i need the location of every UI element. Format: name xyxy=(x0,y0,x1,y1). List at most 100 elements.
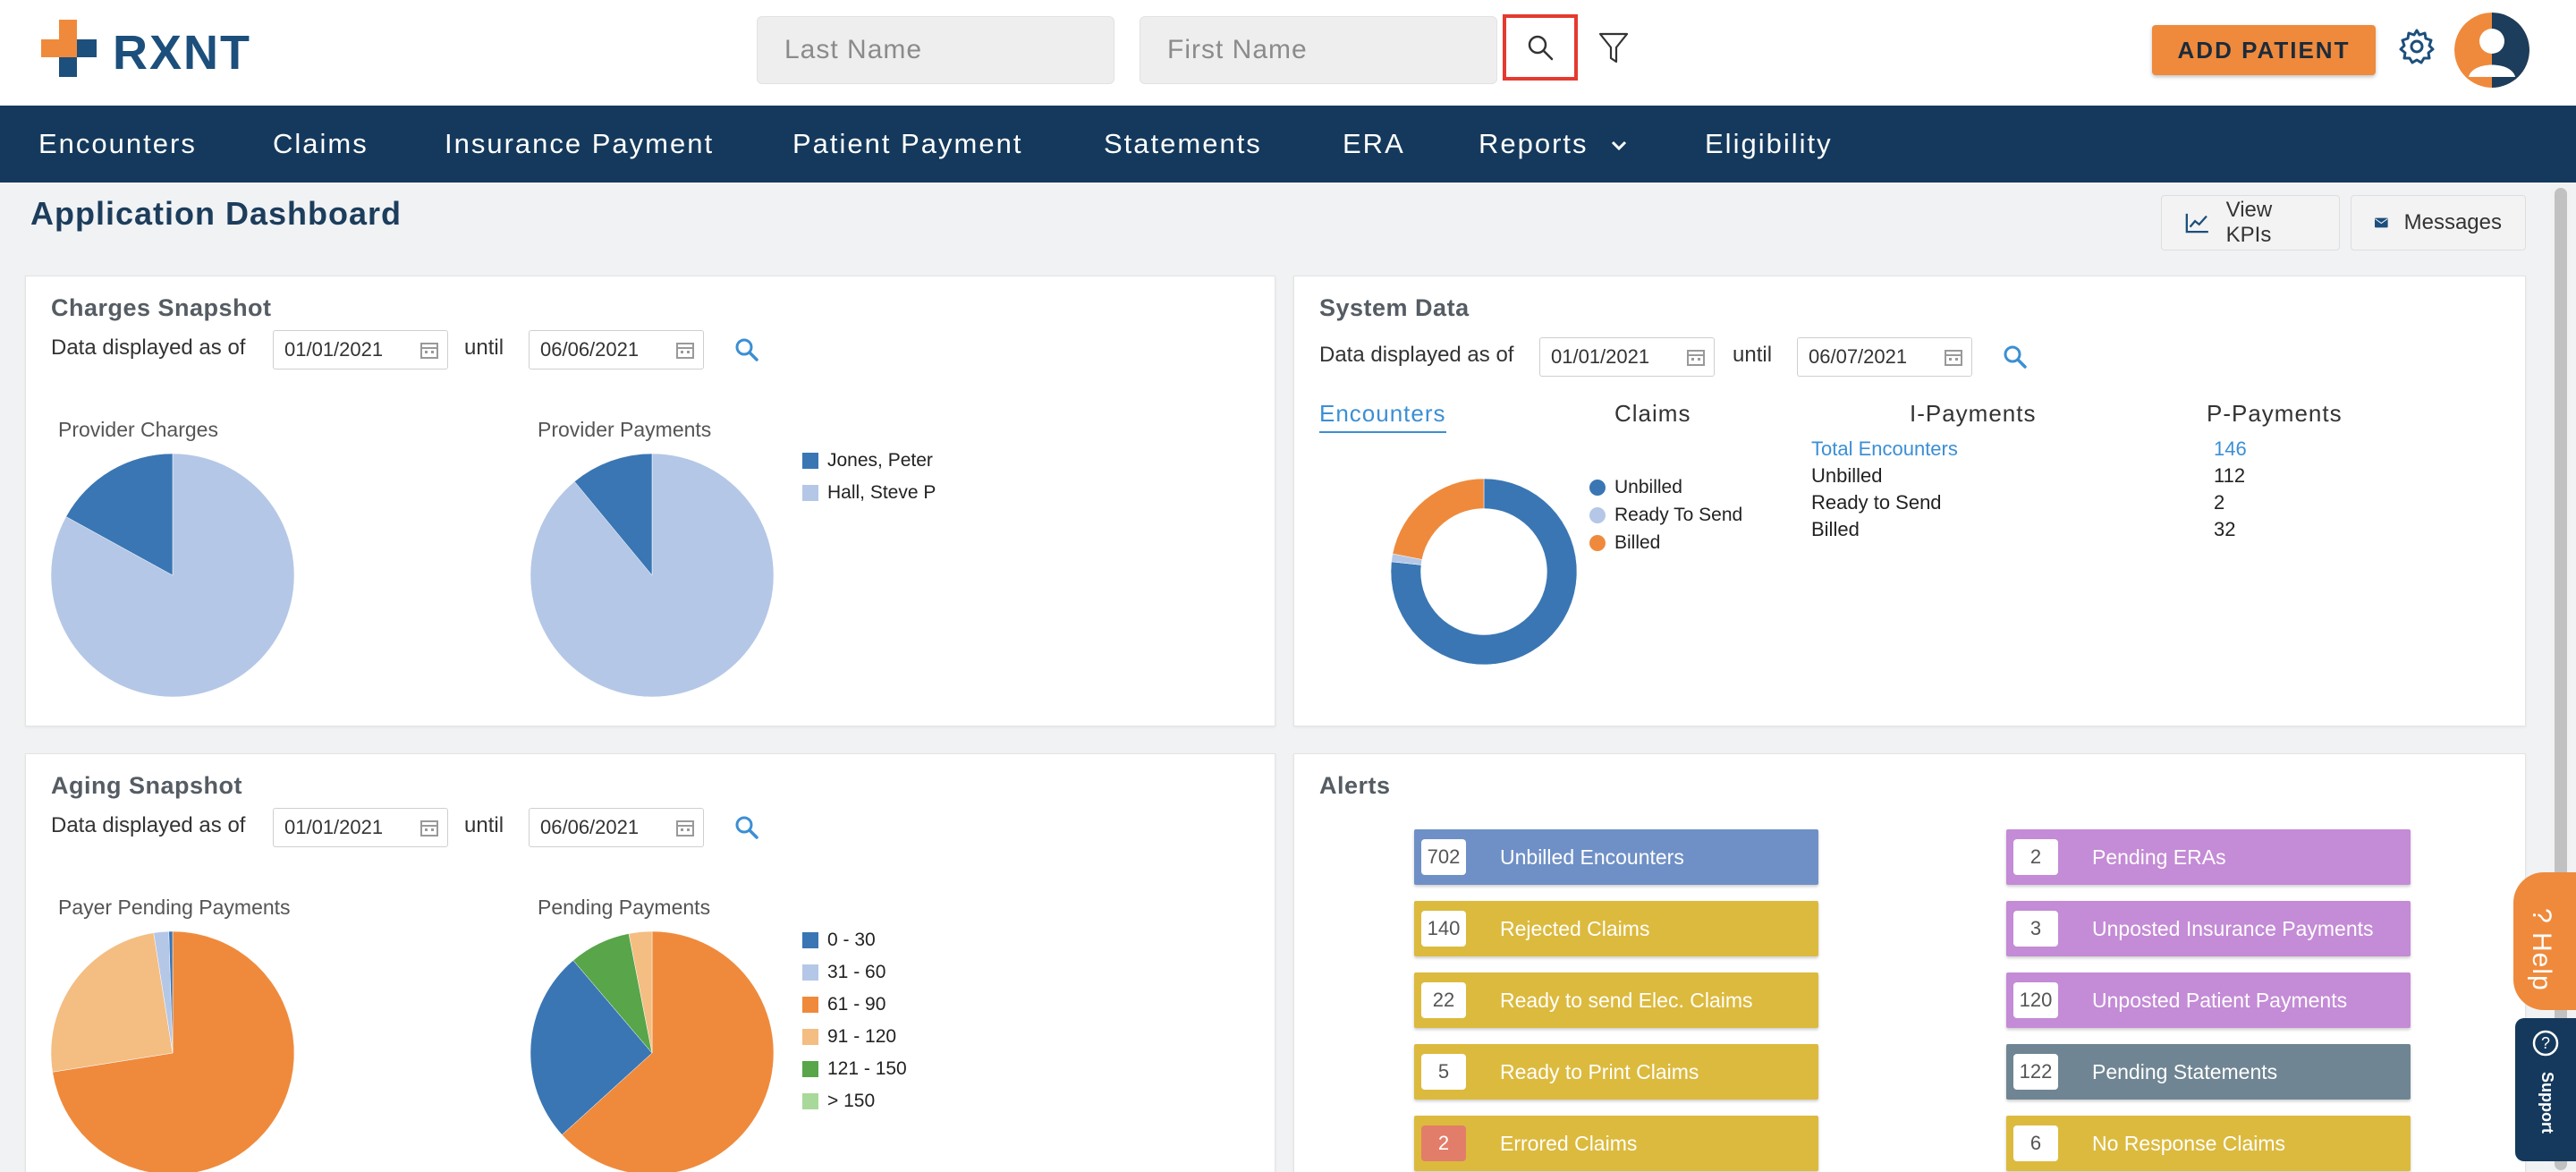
pie-slice-0-30[interactable] xyxy=(530,960,653,1135)
rxnt-logo[interactable]: RXNT xyxy=(41,20,274,82)
alert-right-1[interactable]: 3 Unposted Insurance Payments xyxy=(2006,901,2411,956)
encounters-donut xyxy=(1390,478,1578,666)
legend-label: 0 - 30 xyxy=(827,930,876,950)
messages-button[interactable]: Messages xyxy=(2351,195,2526,251)
from-date-input[interactable]: 01/01/2021 xyxy=(273,330,448,369)
pie-slice-0-30[interactable] xyxy=(168,930,174,1054)
nav-patient-payment[interactable]: Patient Payment xyxy=(792,128,1023,159)
calendar-icon xyxy=(1945,350,1962,366)
stat-label-ready-to-send: Ready to Send xyxy=(1811,491,1942,514)
pie-slice-91-120[interactable] xyxy=(628,930,653,1054)
nav-encounters[interactable]: Encounters xyxy=(38,128,197,159)
to-date-input[interactable]: 06/06/2021 xyxy=(529,808,704,847)
legend-item[interactable]: 121 - 150 xyxy=(802,1053,907,1085)
alert-right-2[interactable]: 120 Unposted Patient Payments xyxy=(2006,972,2411,1028)
legend-item[interactable]: Unbilled xyxy=(1589,473,1742,501)
legend-item[interactable]: 91 - 120 xyxy=(802,1021,907,1053)
legend-item[interactable]: 0 - 30 xyxy=(802,924,907,956)
pie-slice-jones-peter[interactable] xyxy=(65,453,174,576)
help-circle-icon: ? xyxy=(2532,1030,2559,1057)
from-date-input[interactable]: 01/01/2021 xyxy=(1539,337,1715,377)
alert-label: Unposted Patient Payments xyxy=(2092,988,2348,1012)
pie-slice-91-120[interactable] xyxy=(50,932,174,1073)
chart-legend: 0 - 30 31 - 60 61 - 90 91 - 120 121 - 15… xyxy=(802,924,907,1117)
stat-value-total-encounters[interactable]: 146 xyxy=(2214,437,2247,460)
data-displayed-label: Data displayed as of xyxy=(51,813,246,837)
search-icon[interactable] xyxy=(734,337,759,362)
chevron-down-icon xyxy=(1612,140,1627,150)
alert-right-0[interactable]: 2 Pending ERAs xyxy=(2006,829,2411,885)
alert-left-3[interactable]: 5 Ready to Print Claims xyxy=(1414,1044,1818,1100)
from-date-value: 01/01/2021 xyxy=(284,816,384,838)
search-icon xyxy=(1528,35,1554,61)
alert-label: Errored Claims xyxy=(1500,1131,1638,1155)
from-date-input[interactable]: 01/01/2021 xyxy=(273,808,448,847)
view-kpis-button[interactable]: View KPIs xyxy=(2161,195,2340,251)
tab-i-payments[interactable]: I-Payments xyxy=(1910,400,2037,427)
tab-encounters[interactable]: Encounters xyxy=(1319,400,1446,433)
gear-icon xyxy=(2399,29,2435,64)
pie-slice-61-90[interactable] xyxy=(561,930,775,1172)
legend-item[interactable]: Ready To Send xyxy=(1589,501,1742,529)
pie-slice-61-90[interactable] xyxy=(52,930,295,1172)
alert-count: 6 xyxy=(2013,1125,2058,1161)
nav-reports-label: Reports xyxy=(1479,128,1589,159)
nav-statements[interactable]: Statements xyxy=(1104,128,1262,159)
nav-insurance-payment[interactable]: Insurance Payment xyxy=(445,128,715,159)
legend-label: Hall, Steve P xyxy=(827,482,936,503)
alert-left-0[interactable]: 702 Unbilled Encounters xyxy=(1414,829,1818,885)
alert-right-3[interactable]: 122 Pending Statements xyxy=(2006,1044,2411,1100)
cross-logo-icon xyxy=(41,20,97,77)
legend-item[interactable]: Hall, Steve P xyxy=(802,477,936,509)
alert-right-4[interactable]: 6 No Response Claims xyxy=(2006,1116,2411,1171)
legend-label: 121 - 150 xyxy=(827,1058,907,1079)
help-button[interactable]: ? Help xyxy=(2513,872,2576,1010)
filter-button[interactable] xyxy=(1594,27,1633,70)
pie-slice-jones-peter[interactable] xyxy=(573,453,653,576)
calendar-icon xyxy=(676,820,694,837)
to-date-input[interactable]: 06/07/2021 xyxy=(1797,337,1972,377)
calendar-icon xyxy=(676,343,694,359)
messages-label: Messages xyxy=(2403,210,2502,234)
alert-label: No Response Claims xyxy=(2092,1131,2286,1155)
tab-claims[interactable]: Claims xyxy=(1614,400,1691,427)
search-icon[interactable] xyxy=(2003,344,2028,369)
nav-era[interactable]: ERA xyxy=(1343,128,1405,159)
first-name-input[interactable] xyxy=(1140,16,1497,84)
add-patient-button[interactable]: ADD PATIENT xyxy=(2152,25,2376,75)
chart-title: Provider Payments xyxy=(538,418,712,441)
support-button[interactable]: ? Support xyxy=(2515,1018,2576,1161)
until-label: until xyxy=(464,813,504,837)
calendar-icon xyxy=(420,343,438,359)
filter-icon xyxy=(1598,32,1629,64)
alert-count: 2 xyxy=(1421,1125,1466,1161)
legend-item[interactable]: > 150 xyxy=(802,1085,907,1117)
patient-search-button[interactable] xyxy=(1503,14,1578,81)
legend-item[interactable]: 31 - 60 xyxy=(802,956,907,989)
legend-item[interactable]: Jones, Peter xyxy=(802,445,936,477)
chart-legend: Unbilled Ready To Send Billed xyxy=(1589,473,1742,556)
alert-label: Rejected Claims xyxy=(1500,916,1650,940)
to-date-input[interactable]: 06/06/2021 xyxy=(529,330,704,369)
nav-reports[interactable]: Reports xyxy=(1479,106,1628,183)
alert-left-1[interactable]: 140 Rejected Claims xyxy=(1414,901,1818,956)
legend-item[interactable]: Billed xyxy=(1589,529,1742,556)
legend-swatch xyxy=(802,453,818,469)
legend-label: Unbilled xyxy=(1614,476,1682,497)
alert-count: 140 xyxy=(1421,911,1466,947)
from-date-value: 01/01/2021 xyxy=(1551,345,1650,368)
last-name-input[interactable] xyxy=(757,16,1114,84)
stat-label-total-encounters[interactable]: Total Encounters xyxy=(1811,437,1958,460)
legend-item[interactable]: 61 - 90 xyxy=(802,989,907,1021)
search-icon[interactable] xyxy=(734,815,759,840)
nav-eligibility[interactable]: Eligibility xyxy=(1705,128,1833,159)
legend-swatch xyxy=(802,932,818,948)
user-avatar[interactable] xyxy=(2454,13,2529,88)
alert-left-4[interactable]: 2 Errored Claims xyxy=(1414,1116,1818,1171)
settings-button[interactable] xyxy=(2397,27,2436,66)
nav-claims[interactable]: Claims xyxy=(273,128,369,159)
legend-swatch xyxy=(1589,479,1606,496)
chart-title: Provider Charges xyxy=(58,418,218,441)
tab-p-payments[interactable]: P-Payments xyxy=(2207,400,2343,427)
alert-left-2[interactable]: 22 Ready to send Elec. Claims xyxy=(1414,972,1818,1028)
